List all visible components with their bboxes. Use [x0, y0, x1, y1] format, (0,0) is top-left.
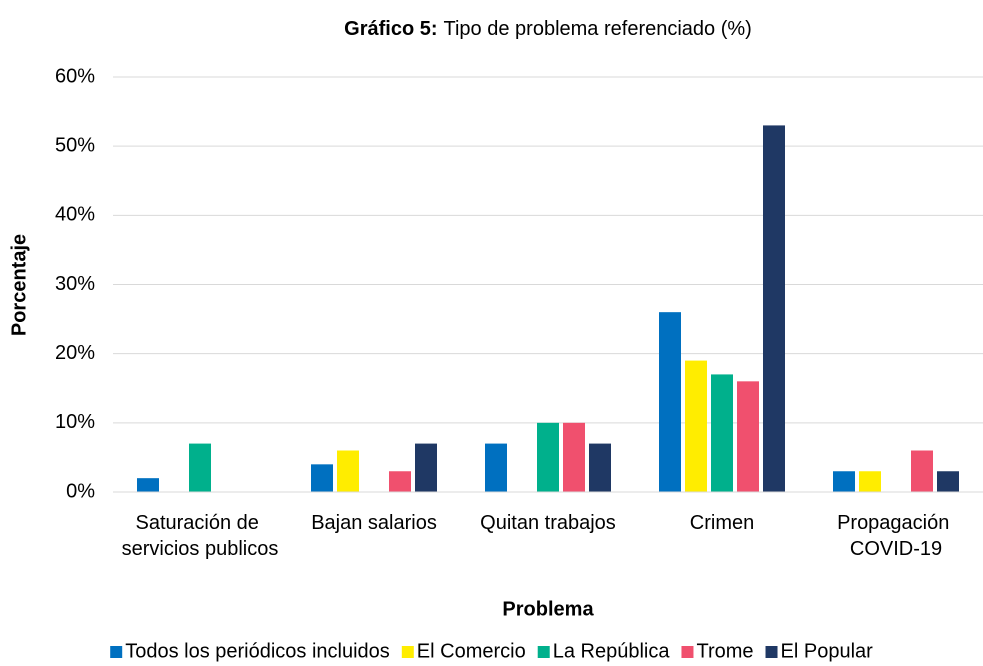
bar: [537, 422, 559, 492]
bar: [911, 450, 933, 492]
x-tick-label: Quitan trabajos: [480, 512, 616, 534]
legend-swatch: [765, 646, 778, 658]
x-tick-label: Bajan salarios: [311, 512, 437, 534]
chart-title: Gráfico 5: Tipo de problema referenciado …: [344, 18, 752, 40]
bar: [337, 450, 359, 492]
bar: [389, 471, 411, 492]
legend: Todos los periódicos incluidos El Comerci…: [110, 640, 873, 662]
legend-swatch: [681, 646, 694, 658]
bar: [659, 312, 681, 492]
y-axis-label: Porcentaje: [8, 234, 30, 336]
legend-label: Todos los periódicos incluidos: [125, 640, 390, 662]
bar: [685, 360, 707, 492]
legend-swatch: [537, 646, 550, 658]
bar: [137, 478, 159, 492]
legend-swatch: [401, 646, 414, 658]
y-tick-label: 20%: [55, 342, 95, 364]
legend-label: El Popular: [781, 640, 874, 662]
bar: [563, 422, 585, 492]
y-tick-label: 40%: [55, 204, 95, 226]
bar: [711, 374, 733, 492]
legend-label: La República: [553, 640, 671, 662]
bar: [589, 443, 611, 492]
bar: [763, 125, 785, 493]
y-tick-label: 0%: [66, 480, 95, 502]
x-tick-label: Propagación COVID-19: [837, 512, 955, 560]
title-text: Tipo de problema referenciado (%): [444, 18, 752, 40]
y-tick-label: 50%: [55, 134, 95, 156]
legend-swatch: [110, 646, 123, 658]
bar: [833, 471, 855, 492]
legend-label: Trome: [696, 640, 753, 662]
y-tick-label: 10%: [55, 411, 95, 433]
y-tick-label: 60%: [55, 65, 95, 87]
legend-label: El Comercio: [417, 640, 526, 662]
title-prefix: Gráfico 5:: [344, 18, 437, 40]
y-tick-label: 30%: [55, 273, 95, 295]
bar: [189, 443, 211, 492]
x-tick-label: Saturación de servicios publicos: [122, 512, 279, 560]
x-tick-label: Crimen: [690, 512, 754, 534]
x-axis-label: Problema: [502, 598, 594, 620]
bar: [859, 471, 881, 492]
bar: [415, 443, 437, 492]
bar: [937, 471, 959, 492]
bar: [485, 443, 507, 492]
bar: [737, 381, 759, 492]
bar: [311, 464, 333, 492]
